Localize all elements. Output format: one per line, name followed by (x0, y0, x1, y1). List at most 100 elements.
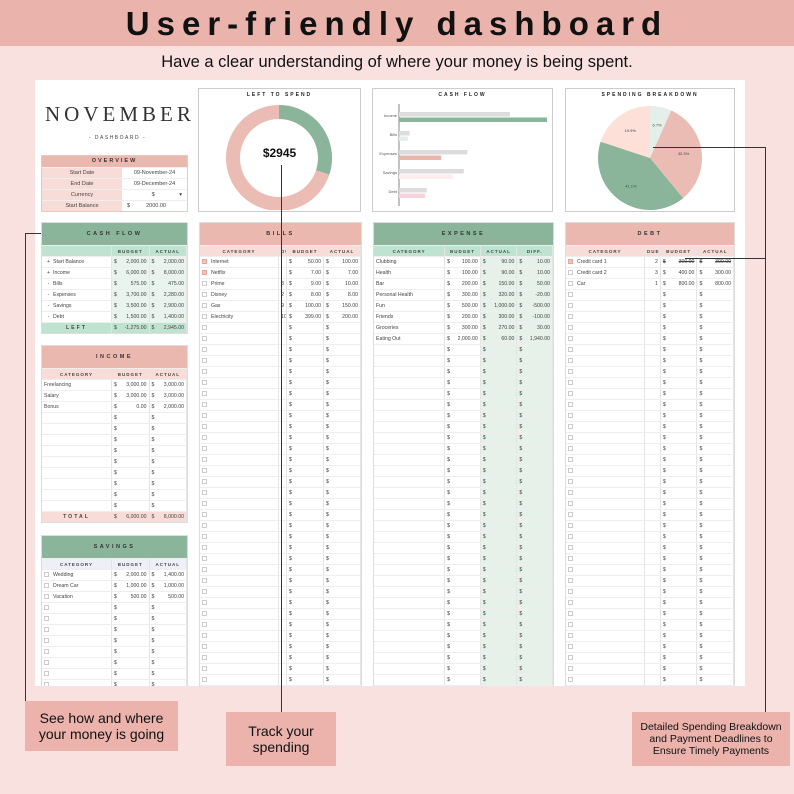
table-row[interactable]: $$ (200, 542, 361, 553)
table-row[interactable]: $$$ (374, 674, 553, 685)
checkbox[interactable] (568, 270, 573, 276)
checkbox[interactable] (202, 347, 207, 353)
table-row[interactable]: $$ (566, 652, 735, 663)
table-row[interactable]: $$$ (374, 421, 553, 432)
table-row[interactable]: $$ (566, 421, 735, 432)
table-row[interactable]: $$ (200, 674, 361, 685)
table-row[interactable]: $$ (200, 355, 361, 366)
checkbox[interactable] (44, 682, 49, 686)
table-row[interactable]: Netflix $7.00 $7.00 (200, 267, 361, 278)
table-row[interactable]: $$ (566, 531, 735, 542)
table-row[interactable]: $$ (200, 619, 361, 630)
table-row[interactable]: $$ (566, 465, 735, 476)
table-row[interactable]: $$ (200, 498, 361, 509)
table-row[interactable]: $$$ (374, 564, 553, 575)
table-row[interactable]: $$ (566, 388, 735, 399)
table-row[interactable]: $$$ (374, 586, 553, 597)
table-row[interactable]: Bar $200.00 $150.00 $50.00 (374, 278, 553, 289)
table-row[interactable]: $$$ (374, 597, 553, 608)
checkbox[interactable] (568, 369, 573, 375)
table-row[interactable]: $$ (42, 613, 187, 624)
checkbox[interactable] (202, 413, 207, 419)
checkbox[interactable] (202, 600, 207, 606)
checkbox[interactable] (202, 534, 207, 540)
table-row[interactable]: $$ (42, 657, 187, 668)
table-row[interactable]: $$ (566, 608, 735, 619)
table-row[interactable]: $$ (42, 679, 187, 686)
table-row[interactable]: $$$ (374, 454, 553, 465)
checkbox[interactable] (568, 391, 573, 397)
table-row[interactable]: $$$ (374, 355, 553, 366)
table-row[interactable]: $$ (566, 597, 735, 608)
table-row[interactable]: $$ (42, 635, 187, 646)
table-row[interactable]: $$$ (374, 685, 553, 686)
table-row[interactable]: $$$ (374, 630, 553, 641)
checkbox[interactable] (568, 523, 573, 529)
checkbox[interactable] (568, 567, 573, 573)
checkbox[interactable] (202, 468, 207, 474)
table-row[interactable]: $$ (200, 575, 361, 586)
table-row[interactable]: Clubbing $100.00 $90.00 $10.00 (374, 256, 553, 267)
table-row[interactable]: $$ (200, 333, 361, 344)
table-row[interactable]: $$ (200, 443, 361, 454)
table-row[interactable]: Wedding $2,000.00 $1,400.00 (42, 569, 187, 580)
table-row[interactable]: $$ (566, 311, 735, 322)
table-row[interactable]: $$ (566, 410, 735, 421)
checkbox[interactable] (568, 611, 573, 617)
checkbox[interactable] (568, 589, 573, 595)
table-row[interactable]: $$ (566, 553, 735, 564)
table-row[interactable]: $$ (566, 454, 735, 465)
table-row[interactable]: $$ (566, 630, 735, 641)
table-row[interactable]: $$ (566, 586, 735, 597)
table-row[interactable]: $$ (200, 531, 361, 542)
table-row[interactable]: Credit card 2 3 $400.00 $300.00 (566, 267, 735, 278)
checkbox[interactable] (202, 402, 207, 408)
overview-value[interactable]: $2000.00 (122, 201, 187, 211)
checkbox[interactable] (44, 616, 49, 622)
checkbox[interactable] (202, 303, 207, 309)
table-row[interactable]: $$ (200, 432, 361, 443)
table-row[interactable]: $$ (566, 509, 735, 520)
table-row[interactable]: $$ (566, 542, 735, 553)
table-row[interactable]: $$ (566, 366, 735, 377)
checkbox[interactable] (44, 594, 49, 600)
checkbox[interactable] (202, 270, 207, 276)
table-row[interactable]: $$ (200, 322, 361, 333)
table-row[interactable]: $$$ (374, 476, 553, 487)
table-row[interactable]: - Bills $575.00 $475.00 (42, 278, 187, 289)
checkbox[interactable] (202, 391, 207, 397)
table-row[interactable]: $$$ (374, 608, 553, 619)
table-row[interactable]: $$ (42, 467, 187, 478)
checkbox[interactable] (568, 666, 573, 672)
table-row[interactable]: $$ (200, 410, 361, 421)
table-row[interactable]: $$ (200, 509, 361, 520)
table-row[interactable]: $$ (566, 443, 735, 454)
checkbox[interactable] (202, 556, 207, 562)
checkbox[interactable] (44, 660, 49, 666)
table-row[interactable]: $$ (200, 465, 361, 476)
table-row[interactable]: $$$ (374, 388, 553, 399)
table-row[interactable]: $$ (200, 454, 361, 465)
table-row[interactable]: $$ (200, 685, 361, 686)
checkbox[interactable] (202, 314, 207, 320)
checkbox[interactable] (202, 655, 207, 661)
checkbox[interactable] (568, 578, 573, 584)
table-row[interactable]: $$$ (374, 432, 553, 443)
checkbox[interactable] (568, 534, 573, 540)
checkbox[interactable] (202, 523, 207, 529)
table-row[interactable]: $$ (200, 630, 361, 641)
table-row[interactable]: $$ (200, 399, 361, 410)
checkbox[interactable] (202, 633, 207, 639)
table-row[interactable]: + Start Balance $2,000.00 $2,000.00 (42, 256, 187, 267)
table-row[interactable]: $$$ (374, 663, 553, 674)
checkbox[interactable] (202, 446, 207, 452)
table-row[interactable]: $$ (566, 487, 735, 498)
checkbox[interactable] (202, 292, 207, 298)
table-row[interactable]: $$ (42, 445, 187, 456)
checkbox[interactable] (202, 578, 207, 584)
checkbox[interactable] (568, 501, 573, 507)
checkbox[interactable] (568, 512, 573, 518)
table-row[interactable]: $$ (42, 478, 187, 489)
checkbox[interactable] (568, 435, 573, 441)
checkbox[interactable] (202, 479, 207, 485)
